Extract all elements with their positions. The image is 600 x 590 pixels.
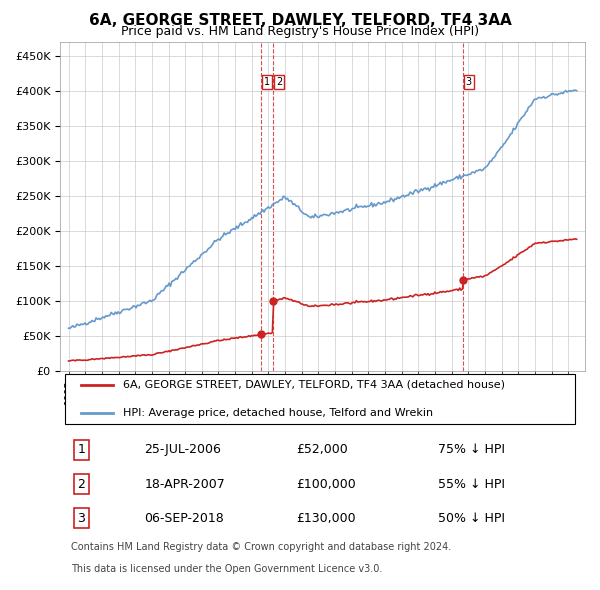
Text: 3: 3 (466, 77, 472, 87)
Text: This data is licensed under the Open Government Licence v3.0.: This data is licensed under the Open Gov… (71, 565, 382, 575)
Text: 18-APR-2007: 18-APR-2007 (144, 477, 225, 490)
Text: HPI: Average price, detached house, Telford and Wrekin: HPI: Average price, detached house, Telf… (123, 408, 433, 418)
Text: 3: 3 (77, 512, 85, 525)
Text: 25-JUL-2006: 25-JUL-2006 (144, 444, 221, 457)
Text: £52,000: £52,000 (296, 444, 348, 457)
Text: 50% ↓ HPI: 50% ↓ HPI (438, 512, 505, 525)
Text: 06-SEP-2018: 06-SEP-2018 (144, 512, 224, 525)
Text: £100,000: £100,000 (296, 477, 356, 490)
Text: Price paid vs. HM Land Registry's House Price Index (HPI): Price paid vs. HM Land Registry's House … (121, 25, 479, 38)
Text: Contains HM Land Registry data © Crown copyright and database right 2024.: Contains HM Land Registry data © Crown c… (71, 542, 451, 552)
Text: 1: 1 (263, 77, 270, 87)
Text: £130,000: £130,000 (296, 512, 356, 525)
FancyBboxPatch shape (65, 373, 575, 424)
Text: 55% ↓ HPI: 55% ↓ HPI (438, 477, 505, 490)
Text: 75% ↓ HPI: 75% ↓ HPI (438, 444, 505, 457)
Text: 2: 2 (276, 77, 282, 87)
Text: 6A, GEORGE STREET, DAWLEY, TELFORD, TF4 3AA: 6A, GEORGE STREET, DAWLEY, TELFORD, TF4 … (89, 13, 511, 28)
Text: 6A, GEORGE STREET, DAWLEY, TELFORD, TF4 3AA (detached house): 6A, GEORGE STREET, DAWLEY, TELFORD, TF4 … (123, 380, 505, 390)
Text: 1: 1 (77, 444, 85, 457)
Text: 2: 2 (77, 477, 85, 490)
